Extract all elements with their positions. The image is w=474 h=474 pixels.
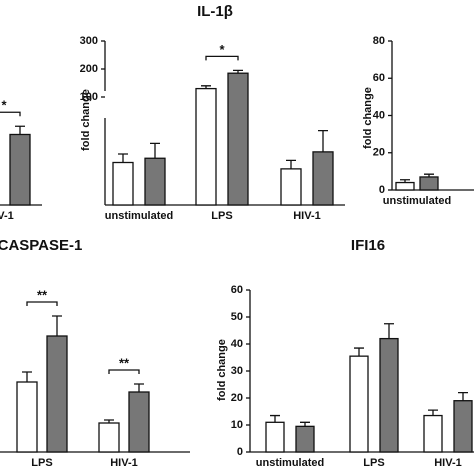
- error-bar: [286, 159, 296, 169]
- x-tick-label: LPS: [31, 457, 52, 469]
- error-bar: [400, 179, 410, 183]
- error-bar: [233, 69, 243, 74]
- x-tick-label: HIV-1: [110, 457, 138, 469]
- x-tick-label: HIV-1: [434, 457, 462, 469]
- significance-bracket: [108, 369, 140, 374]
- x-tick-label: LPS: [363, 457, 384, 469]
- error-bar: [424, 173, 434, 177]
- y-axis-label: fold change: [80, 89, 92, 151]
- y-tick-label: 40: [373, 109, 385, 121]
- significance-label: *: [219, 42, 225, 57]
- significance-label: **: [37, 287, 48, 302]
- bar: [98, 422, 120, 453]
- error-bar: [134, 383, 144, 392]
- significance-label: **: [119, 355, 130, 370]
- bar: [423, 414, 443, 453]
- panel-title: IL-1β: [197, 3, 233, 20]
- bar: [128, 391, 150, 453]
- error-bar: [384, 323, 394, 339]
- y-axis-label: fold change: [362, 87, 374, 149]
- y-axis-label: fold change: [216, 339, 228, 401]
- y-tick-label: 0: [237, 446, 243, 458]
- bar: [9, 133, 31, 206]
- y-tick-label: 20: [231, 392, 243, 404]
- y-tick-label: 100: [80, 91, 98, 103]
- significance-bracket: [26, 301, 58, 306]
- bar: [395, 181, 415, 191]
- bar: [112, 161, 134, 206]
- error-bar: [318, 129, 328, 152]
- panel-title: CASPASE-1: [0, 237, 82, 254]
- y-tick-label: 10: [231, 419, 243, 431]
- error-bar: [300, 421, 310, 427]
- x-tick-label: LPS: [211, 210, 232, 222]
- y-tick-label: 300: [80, 35, 98, 47]
- x-tick-label: unstimulated: [383, 195, 451, 207]
- bar: [16, 381, 38, 453]
- y-tick-label: 50: [231, 311, 243, 323]
- error-bar: [428, 409, 438, 416]
- bar: [419, 176, 439, 191]
- error-bar: [22, 371, 32, 382]
- y-tick-label: 60: [373, 72, 385, 84]
- error-bar: [104, 419, 114, 423]
- error-bar: [118, 153, 128, 163]
- x-tick-label: unstimulated: [256, 457, 324, 469]
- error-bar: [52, 315, 62, 336]
- y-tick-label: 20: [373, 147, 385, 159]
- error-bar: [354, 347, 364, 357]
- error-bar: [270, 414, 280, 423]
- bar: [453, 400, 473, 453]
- y-tick-label: 40: [231, 338, 243, 350]
- bar: [280, 168, 302, 206]
- significance-label: *: [1, 98, 7, 113]
- error-bar: [458, 391, 468, 401]
- bar: [349, 355, 369, 453]
- bar: [379, 337, 399, 453]
- y-tick-label: 0: [379, 184, 385, 196]
- y-tick-label: 60: [231, 284, 243, 296]
- bar: [227, 72, 249, 206]
- bar: [46, 335, 68, 453]
- error-bar: [150, 142, 160, 159]
- error-bar: [201, 85, 211, 89]
- bar: [144, 157, 166, 206]
- significance-bracket: [205, 55, 239, 61]
- x-tick-label: unstimulated: [105, 210, 173, 222]
- y-tick-label: 200: [80, 63, 98, 75]
- bar: [295, 425, 315, 453]
- bar: [312, 151, 334, 206]
- bar: [195, 87, 217, 206]
- error-bar: [15, 125, 25, 135]
- bar: [265, 421, 285, 453]
- y-tick-label: 80: [373, 35, 385, 47]
- significance-bracket: [0, 111, 21, 117]
- x-tick-label: IV-1: [0, 210, 14, 222]
- x-tick-label: HIV-1: [293, 210, 321, 222]
- y-tick-label: 30: [231, 365, 243, 377]
- panel-title: IFI16: [351, 237, 385, 254]
